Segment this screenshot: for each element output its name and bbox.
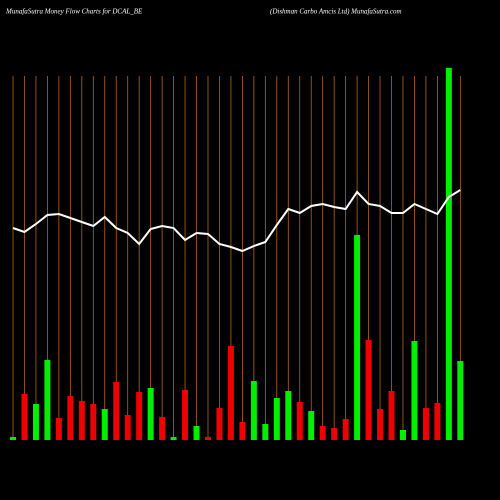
bar bbox=[136, 392, 143, 440]
bar bbox=[239, 422, 246, 440]
bar bbox=[411, 341, 418, 440]
bar bbox=[273, 398, 280, 440]
price-line bbox=[12, 189, 461, 253]
bar bbox=[32, 404, 39, 440]
chart-title: MunafaSutra Money Flow Charts for DCAL_B… bbox=[5, 8, 143, 16]
bar bbox=[90, 404, 97, 440]
bar bbox=[216, 408, 223, 440]
bar bbox=[44, 360, 51, 440]
bar bbox=[377, 409, 384, 440]
bar bbox=[262, 424, 269, 440]
bar bbox=[124, 415, 131, 440]
bar bbox=[227, 346, 234, 440]
chart-subtitle: (Dishman Carbo Amcis Ltd) MunafaSutra.co… bbox=[270, 8, 402, 16]
bar bbox=[67, 396, 74, 440]
bar bbox=[113, 382, 120, 440]
bar bbox=[250, 381, 257, 440]
bar bbox=[10, 437, 16, 440]
bar bbox=[319, 426, 326, 440]
bar bbox=[457, 361, 464, 440]
bar bbox=[78, 401, 85, 440]
bar bbox=[354, 235, 361, 440]
bar bbox=[296, 402, 303, 440]
bar bbox=[182, 390, 189, 440]
bar bbox=[159, 417, 166, 440]
bar bbox=[388, 391, 395, 440]
bar bbox=[193, 426, 200, 440]
bar bbox=[170, 437, 177, 440]
bar bbox=[308, 411, 315, 440]
bar bbox=[365, 340, 372, 440]
bar bbox=[55, 418, 62, 440]
bar bbox=[204, 437, 211, 440]
bar bbox=[434, 403, 441, 440]
bar bbox=[331, 428, 338, 440]
bar bbox=[21, 394, 28, 440]
bar bbox=[101, 409, 108, 440]
bar bbox=[342, 419, 349, 440]
bar bbox=[147, 388, 154, 440]
bar bbox=[285, 391, 292, 440]
bar bbox=[445, 68, 452, 440]
bar bbox=[399, 430, 406, 440]
bar bbox=[422, 408, 429, 440]
